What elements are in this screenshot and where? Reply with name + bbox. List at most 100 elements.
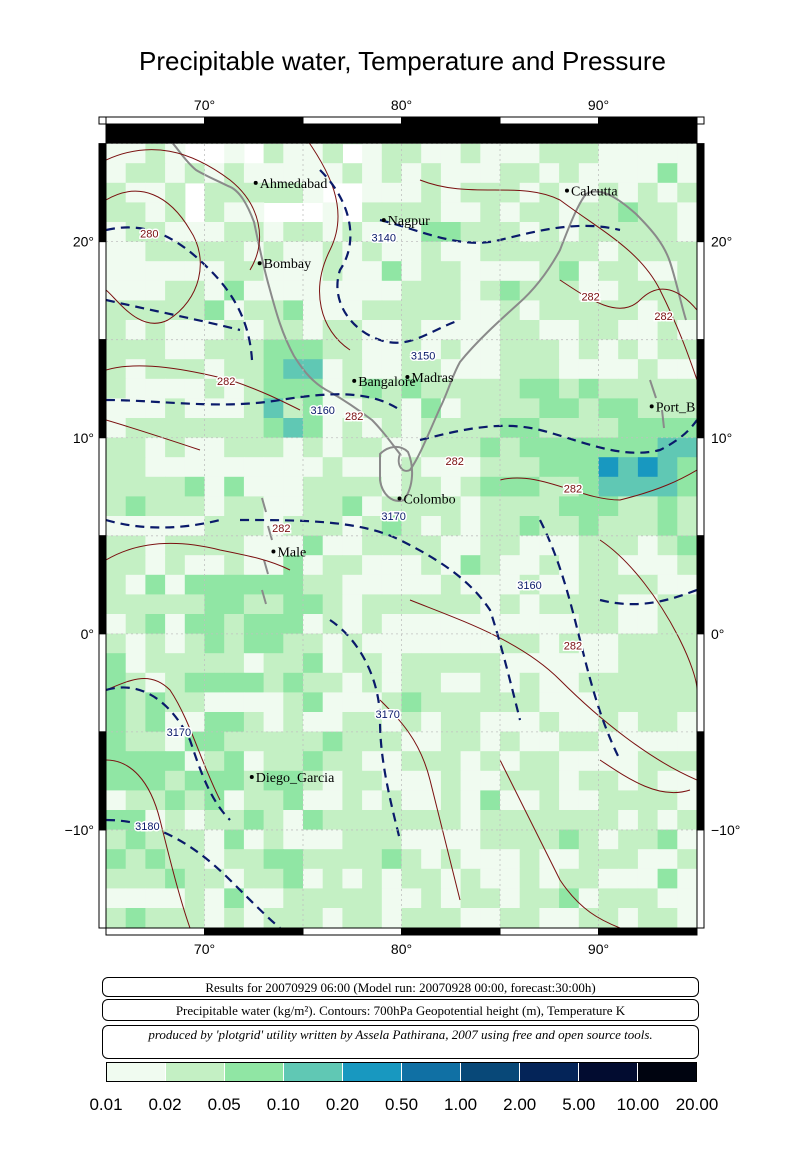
pw-cell [263,437,284,458]
pw-cell [637,182,659,203]
pw-cell [145,496,166,517]
pw-cell [243,496,265,517]
pw-cell [322,555,343,576]
pw-cell [460,437,481,458]
pw-cell [421,849,442,870]
pw-cell [657,457,678,478]
frame-tick-bar [598,927,698,936]
pw-cell [263,653,284,674]
pw-cell [224,574,245,595]
pw-cell [657,300,678,321]
pw-cell [362,418,383,439]
pw-cell [263,476,284,497]
pw-cell [500,810,521,831]
pw-cell [480,751,501,772]
pw-cell [440,888,462,909]
pw-cell [401,496,422,517]
pw-cell [204,770,225,791]
pw-cell [618,849,639,870]
pw-cell [165,476,186,497]
pw-cell [657,790,678,811]
pw-cell [381,143,403,164]
pw-cell [125,143,146,164]
pw-cell [637,888,659,909]
pw-cell [578,770,600,791]
pw-cell [421,555,442,576]
pw-cell [165,770,186,791]
pw-cell [460,633,481,654]
pw-cell [303,908,324,928]
pw-cell [460,378,481,399]
pw-cell [539,143,560,164]
pw-cell [460,574,481,595]
pw-cell [598,418,619,439]
pw-cell [184,320,206,341]
pw-cell [204,849,225,870]
pw-cell [519,241,540,262]
pw-cell [125,241,146,262]
pw-cell [165,261,186,282]
pw-cell [125,653,146,674]
pw-cell [618,359,639,380]
pw-cell [342,908,363,928]
city-marker [249,775,254,780]
pw-cell [184,359,206,380]
pw-cell [440,398,462,419]
pw-cell [381,810,403,831]
pw-cell [539,496,560,517]
pw-cell [598,712,619,733]
pw-cell [125,770,146,791]
info-legend: Precipitable water (kg/m²). Contours: 70… [102,999,699,1021]
pw-cell [224,633,245,654]
pw-cell [303,163,324,184]
pw-cell [480,535,501,556]
pw-cell [598,672,619,693]
lon-tick-label: 90° [588,941,609,957]
pw-cell [303,829,324,850]
pw-cell [519,849,540,870]
pw-cell [578,476,600,497]
pw-cell [539,751,560,772]
pw-cell [165,692,186,713]
frame-tick-bar [98,633,107,733]
pw-cell [322,457,343,478]
pw-cell [165,143,186,164]
pw-cell [598,770,619,791]
pw-cell [381,163,403,184]
pw-cell [342,829,363,850]
pw-cell [618,280,639,301]
city-marker [253,180,258,185]
contour-label: 3170 [375,709,399,721]
pw-cell [283,692,304,713]
pw-cell [322,790,343,811]
pw-cell [184,437,206,458]
pw-cell [303,241,324,262]
pw-cell [401,712,422,733]
pw-cell [184,457,206,478]
pw-cell [618,418,639,439]
pw-cell [460,261,481,282]
pw-cell [578,339,600,360]
pw-cell [657,829,678,850]
pw-cell [500,320,521,341]
pw-cell [381,300,403,321]
pw-cell [263,829,284,850]
pw-cell [677,496,697,517]
pw-cell [263,672,284,693]
pw-cell [303,457,324,478]
pw-cell [598,829,619,850]
contour-label: 282 [581,291,599,303]
colorbar-tick-label: 0.50 [384,1095,419,1114]
pw-cell [519,457,540,478]
pw-cell [519,378,540,399]
pw-cell [559,418,580,439]
pw-cell [263,849,284,870]
pw-cell [519,868,540,889]
pw-cell [224,182,245,203]
pw-cell [677,614,697,635]
pw-cell [480,496,501,517]
pw-cell [637,476,659,497]
pw-cell [440,712,462,733]
pw-cell [440,418,462,439]
pw-cell [106,418,127,439]
